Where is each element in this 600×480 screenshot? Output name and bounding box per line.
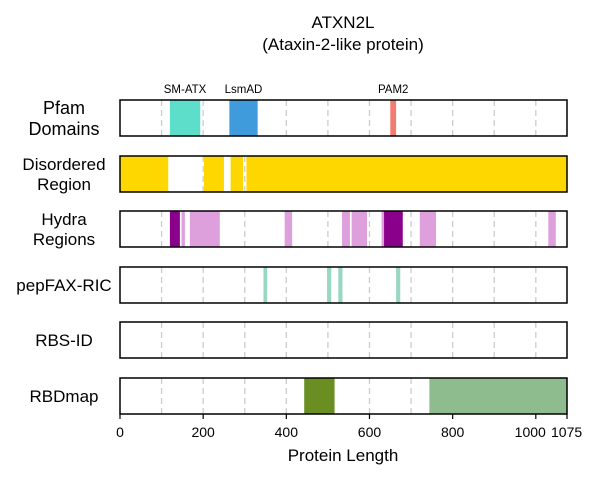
segment-3-3: [396, 267, 401, 303]
track-5: RBDmap: [30, 377, 568, 415]
track-frame: [119, 321, 568, 359]
domain-label: LsmAD: [225, 84, 263, 96]
segment-0-2: [390, 100, 397, 136]
segment-2-3: [284, 211, 293, 247]
x-tick-label: 600: [358, 424, 382, 440]
segment-5-0: [304, 378, 335, 414]
domain-label: PAM2: [378, 84, 408, 96]
segment-1-2: [230, 156, 244, 192]
x-tick-label: 400: [275, 424, 299, 440]
segment-2-1: [181, 211, 185, 247]
segment-3-0: [263, 267, 268, 303]
track-frame: [119, 210, 568, 248]
x-axis-label: Protein Length: [288, 446, 399, 465]
x-tick-label: 1075: [551, 424, 582, 440]
segment-3-1: [327, 267, 332, 303]
x-axis: 0 200 400 600 800 1000 1075: [116, 414, 582, 440]
chart-title-line2: (Ataxin-2-like protein): [262, 35, 424, 54]
segment-1-0: [120, 156, 169, 192]
segment-2-9: [548, 211, 556, 247]
domain-label: SM-ATX: [164, 84, 207, 96]
tracks: SM-ATX LsmAD PAM2PfamDomainsDisorderedRegi…: [16, 84, 568, 415]
segment-0-1: [229, 100, 258, 136]
track-label: RBS-ID: [35, 331, 93, 350]
segment-2-0: [169, 211, 180, 247]
segment-1-1: [203, 156, 224, 192]
segment-0-0: [169, 100, 201, 136]
track-label: Disordered: [22, 155, 105, 174]
track-frame: [119, 155, 568, 193]
track-label: Hydra: [41, 210, 87, 229]
track-4: RBS-ID: [35, 321, 568, 359]
segment-2-2: [189, 211, 220, 247]
track-label: RBDmap: [30, 387, 99, 406]
track-frame: [119, 266, 568, 304]
track-3: pepFAX-RIC: [16, 266, 568, 304]
segment-2-6: [381, 211, 385, 247]
segment-5-1: [429, 378, 567, 414]
track-frame: [119, 99, 568, 137]
track-label: Regions: [33, 230, 95, 249]
chart-title-line1: ATXN2L: [312, 13, 375, 32]
track-label: Pfam: [43, 98, 85, 118]
x-tick-label: 1000: [515, 424, 546, 440]
track-label: Region: [37, 175, 91, 194]
segment-2-7: [384, 211, 403, 247]
track-frame: [119, 377, 568, 415]
x-tick-label: 200: [191, 424, 215, 440]
segment-1-3: [246, 156, 567, 192]
segment-2-4: [342, 211, 350, 247]
x-tick-label: 0: [116, 424, 124, 440]
segment-2-8: [419, 211, 437, 247]
track-label: pepFAX-RIC: [16, 276, 111, 295]
track-label: Domains: [28, 119, 99, 139]
segment-3-2: [338, 267, 343, 303]
x-tick-label: 800: [441, 424, 465, 440]
segment-2-5: [351, 211, 367, 247]
